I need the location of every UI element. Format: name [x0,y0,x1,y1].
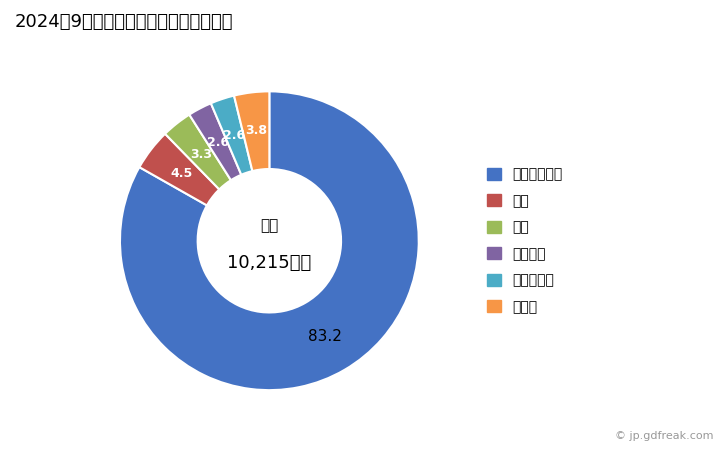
Text: 2.6: 2.6 [207,136,229,149]
Wedge shape [211,95,253,175]
Wedge shape [189,103,241,180]
Wedge shape [234,91,269,171]
Text: 10,215万円: 10,215万円 [227,254,312,272]
Wedge shape [120,91,419,390]
Wedge shape [165,115,231,189]
Text: 2024年9月の輸出相手国のシェア（％）: 2024年9月の輸出相手国のシェア（％） [15,14,233,32]
Text: 83.2: 83.2 [308,329,342,344]
Text: 総額: 総額 [260,218,279,233]
Wedge shape [139,134,219,205]
Text: 4.5: 4.5 [170,167,193,180]
Legend: アイルランド, 米国, 台湾, フランス, フィリピン, その他: アイルランド, 米国, 台湾, フランス, フィリピン, その他 [482,162,568,320]
Text: 3.8: 3.8 [245,125,267,138]
Text: 2.6: 2.6 [223,129,245,142]
Text: © jp.gdfreak.com: © jp.gdfreak.com [615,431,713,441]
Text: 3.3: 3.3 [190,148,212,161]
